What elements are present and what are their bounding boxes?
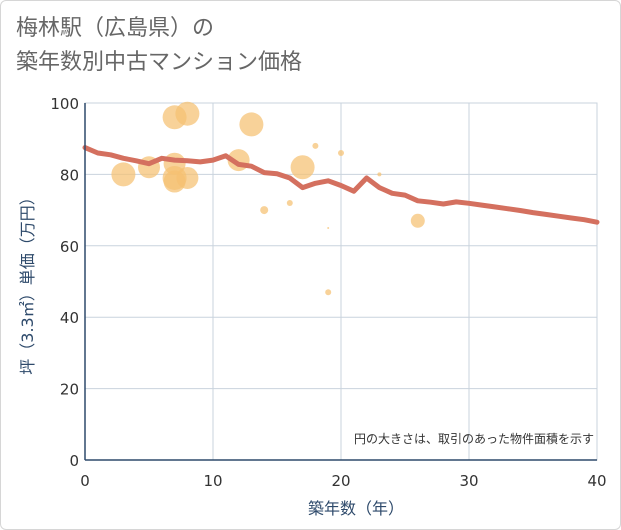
trend-line-group bbox=[82, 145, 600, 225]
bubble-point bbox=[111, 162, 136, 187]
chart-title: 梅林駅（広島県）の 築年数別中古マンション価格 bbox=[16, 12, 302, 80]
bubble-series bbox=[111, 101, 425, 296]
bubble-point bbox=[338, 149, 344, 156]
x-tick-label: 20 bbox=[331, 472, 350, 490]
y-axis-label: 坪（3.3㎡）単価（万円） bbox=[18, 189, 37, 374]
chart-title-line2: 築年数別中古マンション価格 bbox=[16, 50, 303, 75]
bubble-point bbox=[327, 226, 330, 229]
y-tick-label: 0 bbox=[69, 452, 79, 470]
y-tick-label: 100 bbox=[50, 95, 79, 113]
bubble-point bbox=[312, 142, 319, 149]
bubble-size-note: 円の大きさは、取引のあった物件面積を示す bbox=[354, 431, 594, 446]
x-axis-label: 築年数（年） bbox=[308, 499, 404, 518]
chart-title-line1: 梅林駅（広島県）の bbox=[16, 16, 215, 41]
bubble-point bbox=[325, 289, 332, 296]
bubble-point bbox=[176, 166, 199, 189]
axes bbox=[84, 103, 597, 461]
tick-labels: 0 10 20 30 40 0 20 40 60 80 100 bbox=[50, 95, 606, 490]
bubble-point bbox=[377, 172, 382, 177]
grid-lines bbox=[84, 102, 598, 461]
bubble-point bbox=[260, 206, 269, 215]
bubble-point bbox=[239, 112, 264, 137]
y-tick-label: 20 bbox=[60, 381, 79, 399]
trend-line bbox=[82, 145, 600, 225]
bubble-point bbox=[286, 199, 293, 206]
x-tick-label: 40 bbox=[587, 472, 606, 490]
x-tick-label: 0 bbox=[80, 472, 90, 490]
y-tick-label: 60 bbox=[60, 238, 79, 256]
y-tick-label: 40 bbox=[60, 309, 79, 327]
x-tick-label: 10 bbox=[203, 472, 222, 490]
bubble-point bbox=[410, 213, 425, 228]
y-tick-label: 80 bbox=[60, 166, 79, 184]
bubble-point bbox=[290, 155, 315, 180]
x-tick-label: 30 bbox=[459, 472, 478, 490]
bubble-point bbox=[175, 101, 200, 126]
